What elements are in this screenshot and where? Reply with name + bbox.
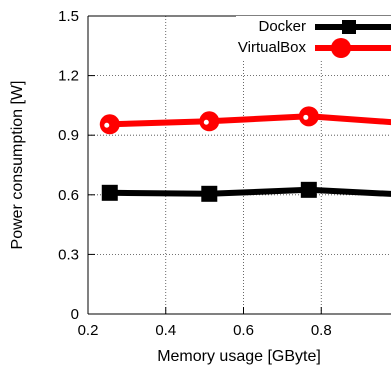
- tick-labels: 0.20.40.60.8100.30.60.91.21.5: [58, 8, 332, 339]
- plot-frame: [87, 15, 391, 315]
- marker-highlight: [203, 119, 209, 125]
- y-tick-label: 0.3: [58, 246, 79, 263]
- legend-marker-virtualbox: [331, 38, 351, 58]
- x-tick-label: 0.8: [311, 322, 332, 339]
- series-line-docker: [109, 186, 391, 197]
- x-tick-label: 0.6: [233, 322, 254, 339]
- legend-label-virtualbox: VirtualBox: [238, 39, 307, 56]
- marker-highlight: [303, 114, 309, 120]
- data-point-virtualbox: [298, 106, 319, 127]
- data-point-virtualbox: [199, 111, 220, 132]
- legend-label-docker: Docker: [258, 18, 306, 35]
- y-tick-label: 1.2: [58, 68, 79, 85]
- y-tick-label: 0: [71, 306, 79, 323]
- y-axis-label: Power consumption [W]: [9, 81, 26, 250]
- x-tick-label: 0.2: [78, 322, 99, 339]
- y-tick-label: 1.5: [58, 8, 79, 25]
- data-point-docker: [300, 181, 317, 198]
- legend-marker-docker: [342, 20, 356, 34]
- marker-highlight: [104, 122, 110, 128]
- legend: Docker VirtualBox: [236, 16, 391, 60]
- grid-lines: [88, 16, 391, 314]
- data-point-virtualbox: [99, 114, 120, 135]
- data-point-docker: [101, 184, 118, 201]
- legend-background: [236, 16, 391, 60]
- y-tick-label: 0.6: [58, 187, 79, 204]
- x-tick-label: 0.4: [155, 322, 176, 339]
- series-line-virtualbox: [109, 113, 391, 128]
- data-point-docker: [201, 185, 218, 202]
- x-axis-label: Memory usage [GByte]: [157, 348, 321, 365]
- y-tick-label: 0.9: [58, 127, 79, 144]
- series-layer: [99, 106, 391, 202]
